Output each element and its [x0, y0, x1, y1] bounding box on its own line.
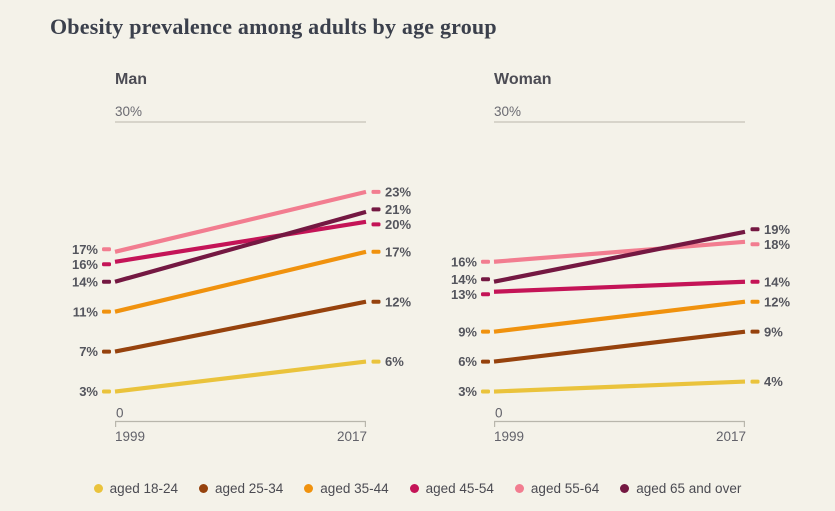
- value-label: 7%: [79, 344, 98, 359]
- legend-label: aged 18-24: [109, 481, 178, 496]
- series-line-aged-65-and-over: [493, 229, 746, 284]
- value-label: 6%: [385, 354, 404, 369]
- zero-label: 0: [495, 406, 503, 421]
- value-label: 11%: [73, 304, 99, 319]
- value-dash: [371, 222, 381, 227]
- legend-dot: [304, 484, 314, 493]
- value-label: 18%: [764, 237, 790, 252]
- value-dash: [750, 299, 760, 304]
- value-label: 19%: [764, 222, 790, 237]
- value-label: 14%: [72, 274, 98, 289]
- value-dash: [481, 277, 490, 282]
- value-dash: [481, 329, 490, 334]
- value-dash: [371, 299, 381, 304]
- value-dash: [102, 279, 111, 284]
- x-tick-1999: 1999: [494, 429, 524, 444]
- x-tick-2017: 2017: [716, 429, 746, 444]
- series-line-aged-18-24: [493, 379, 746, 394]
- legend-item-aged-55-64: aged 55-64: [514, 481, 600, 496]
- panel-header-man: Man: [115, 71, 147, 88]
- series-line-aged-55-64: [493, 239, 746, 264]
- value-dash: [371, 207, 381, 212]
- series-line-aged-45-54: [114, 219, 367, 264]
- value-dash: [371, 189, 381, 194]
- gridline-label: 30%: [115, 104, 142, 119]
- legend-label: aged 45-54: [425, 481, 494, 496]
- value-dash: [750, 242, 760, 247]
- series-line-aged-35-44: [493, 299, 746, 334]
- legend-item-aged-18-24: aged 18-24: [93, 481, 178, 496]
- legend: aged 18-24 aged 25-34 aged 35-44 aged 45-54…: [0, 481, 835, 496]
- value-dash: [481, 389, 490, 394]
- value-label: 9%: [764, 324, 783, 339]
- legend-label: aged 65 and over: [636, 481, 742, 496]
- gridline-label: 30%: [494, 104, 521, 119]
- panel-header-woman: Woman: [494, 71, 552, 88]
- value-label: 12%: [385, 294, 411, 309]
- value-label: 16%: [72, 257, 98, 272]
- value-label: 12%: [764, 294, 790, 309]
- value-dash: [481, 259, 490, 264]
- series-line-aged-35-44: [114, 249, 367, 314]
- value-label: 3%: [458, 384, 477, 399]
- value-label: 20%: [385, 217, 411, 232]
- value-label: 4%: [764, 374, 783, 389]
- legend-label: aged 25-34: [214, 481, 284, 496]
- value-dash: [102, 389, 111, 394]
- value-dash: [102, 309, 111, 314]
- legend-dot: [198, 484, 208, 493]
- value-label: 3%: [79, 384, 98, 399]
- value-dash: [371, 249, 381, 254]
- legend-dot: [514, 484, 524, 493]
- legend-label: aged 55-64: [530, 481, 600, 496]
- value-label: 17%: [385, 244, 411, 259]
- x-tick-2017: 2017: [337, 429, 367, 444]
- legend-label: aged 35-44: [320, 481, 389, 496]
- value-label: 13%: [451, 287, 477, 302]
- legend-item-aged-45-54: aged 45-54: [409, 481, 494, 496]
- value-dash: [750, 227, 760, 232]
- value-label: 9%: [458, 324, 477, 339]
- value-label: 21%: [385, 202, 411, 217]
- series-line-aged-18-24: [114, 359, 367, 394]
- value-dash: [371, 359, 381, 364]
- value-dash: [750, 329, 760, 334]
- value-dash: [102, 262, 111, 267]
- series-line-aged-65-and-over: [114, 209, 367, 284]
- value-dash: [102, 349, 111, 354]
- legend-item-aged-35-44: aged 35-44: [304, 481, 389, 496]
- x-tick-1999: 1999: [115, 429, 145, 444]
- series-line-aged-25-34: [493, 329, 746, 364]
- legend-item-aged-25-34: aged 25-34: [198, 481, 284, 496]
- value-label: 14%: [451, 272, 477, 287]
- value-dash: [750, 379, 760, 384]
- legend-dot: [620, 484, 630, 493]
- value-dash: [481, 292, 490, 297]
- value-dash: [481, 359, 490, 364]
- legend-dot: [409, 484, 419, 493]
- series-line-aged-55-64: [114, 189, 367, 254]
- zero-label: 0: [116, 406, 124, 421]
- legend-item-aged-65-and-over: aged 65 and over: [620, 481, 741, 496]
- value-dash: [750, 279, 760, 284]
- legend-dot: [93, 484, 103, 493]
- value-label: 16%: [451, 254, 477, 269]
- value-label: 6%: [458, 354, 477, 369]
- value-label: 23%: [385, 184, 411, 199]
- series-line-aged-45-54: [493, 279, 746, 294]
- value-dash: [102, 247, 111, 252]
- value-label: 14%: [764, 274, 790, 289]
- value-label: 17%: [72, 242, 98, 257]
- series-line-aged-25-34: [114, 299, 367, 354]
- chart-title: Obesity prevalence among adults by age g…: [50, 14, 497, 39]
